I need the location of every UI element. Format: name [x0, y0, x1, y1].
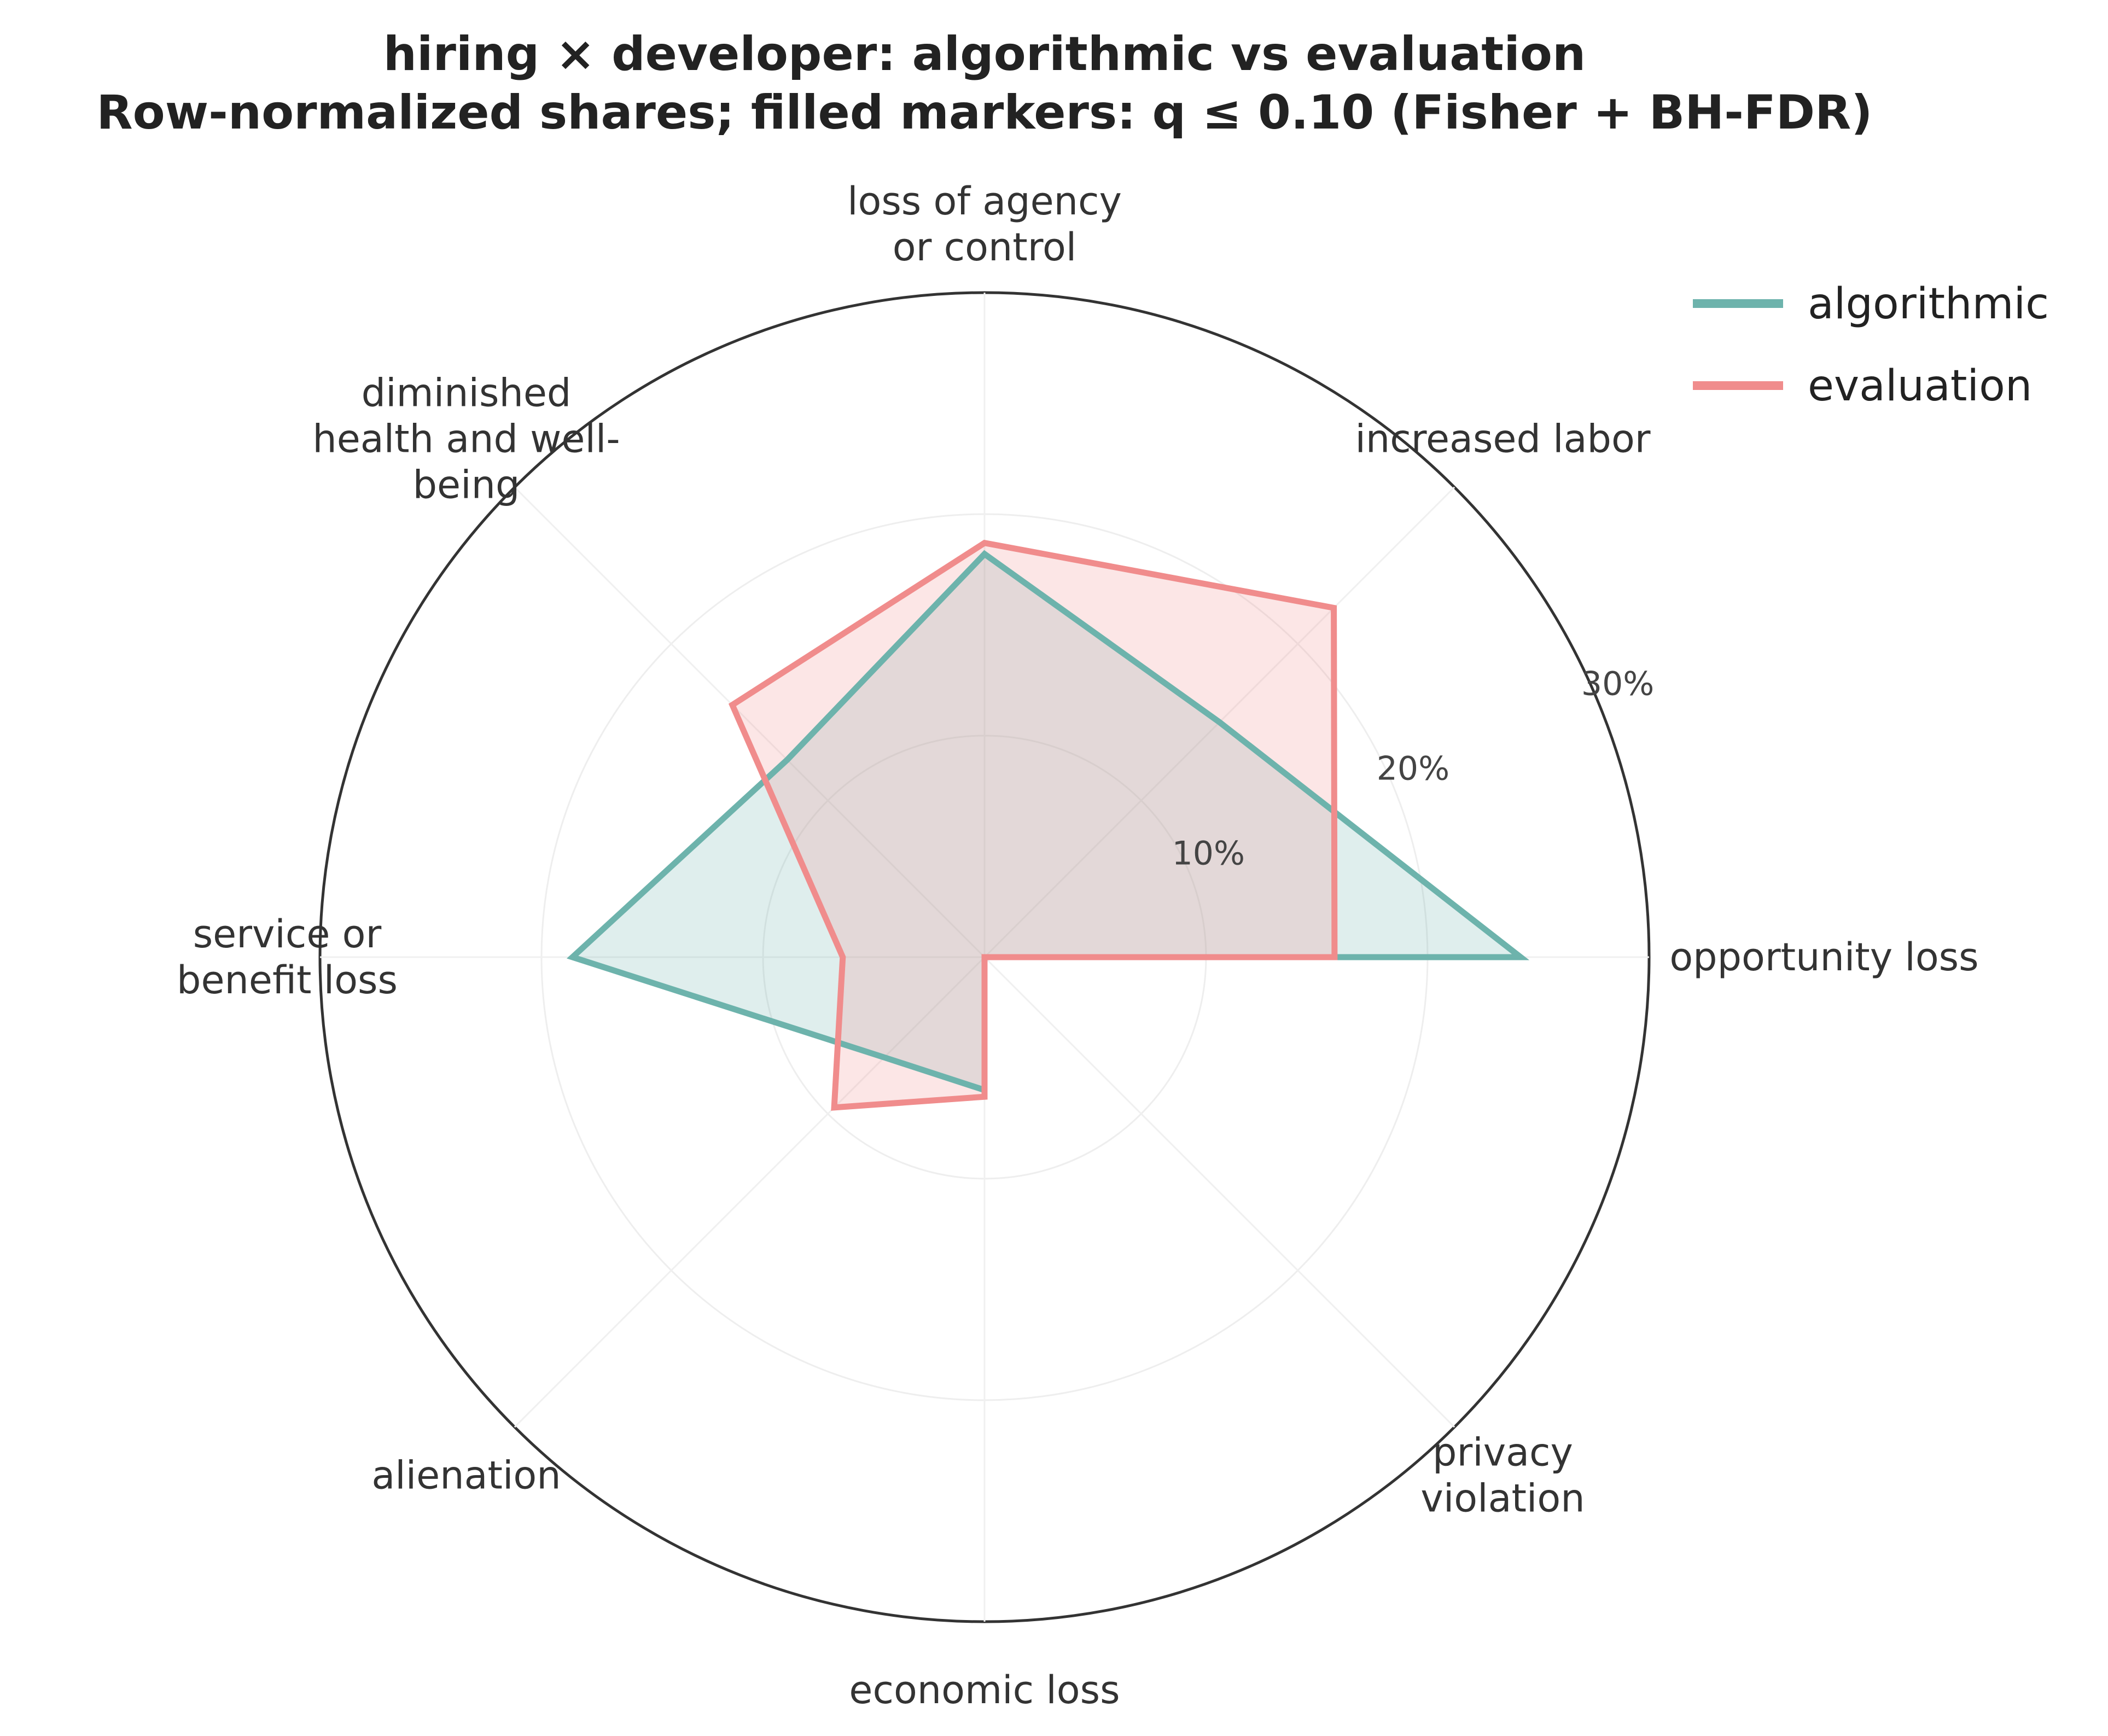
- data-point-evaluation: [840, 955, 845, 959]
- grid-spoke: [983, 956, 1455, 1428]
- axis-label: privacy violation: [1420, 1430, 1585, 1521]
- axis-label: increased labor: [1355, 417, 1650, 462]
- legend: algorithmic evaluation: [1693, 279, 2049, 411]
- radial-tick-label: 30%: [1581, 665, 1654, 703]
- chart-title: hiring × developer: algorithmic vs evalu…: [383, 27, 1586, 81]
- data-point-evaluation: [1331, 605, 1336, 610]
- legend-label-evaluation: evaluation: [1808, 362, 2032, 411]
- axis-label: economic loss: [849, 1668, 1120, 1712]
- data-point-algorithmic: [785, 758, 790, 762]
- data-point-evaluation: [832, 1105, 837, 1110]
- radial-tick-labels: 10% 20% 30%: [1172, 665, 1655, 873]
- data-point-evaluation: [1332, 955, 1337, 959]
- data-point-algorithmic: [1217, 720, 1222, 725]
- radar-series: [567, 539, 1530, 1111]
- axis-label: service or benefit loss: [177, 912, 398, 1003]
- axis-label: opportunity loss: [1669, 935, 1978, 980]
- data-point-evaluation: [982, 1094, 987, 1099]
- axis-label: alienation: [371, 1453, 561, 1498]
- data-point-algorithmic: [882, 1055, 887, 1060]
- radial-tick-label: 10%: [1172, 835, 1245, 873]
- chart-subtitle: Row-normalized shares; filled markers: q…: [96, 85, 1872, 140]
- data-point-algorithmic: [982, 551, 987, 556]
- data-point-evaluation: [982, 955, 987, 959]
- data-point-algorithmic: [570, 955, 575, 959]
- grid-spoke: [514, 956, 986, 1428]
- data-point-evaluation: [730, 702, 735, 707]
- data-point-evaluation: [982, 540, 987, 545]
- legend-label-algorithmic: algorithmic: [1808, 279, 2049, 329]
- data-point-algorithmic: [1518, 955, 1523, 959]
- axis-label: diminished health and well-being: [312, 371, 620, 508]
- axis-label: loss of agency or control: [847, 179, 1122, 270]
- series-fill-evaluation: [732, 543, 1335, 1108]
- radial-tick-label: 20%: [1377, 750, 1449, 788]
- axis-labels: opportunity loss increased labor loss of a…: [177, 179, 1979, 1712]
- grid-spoke: [514, 486, 986, 958]
